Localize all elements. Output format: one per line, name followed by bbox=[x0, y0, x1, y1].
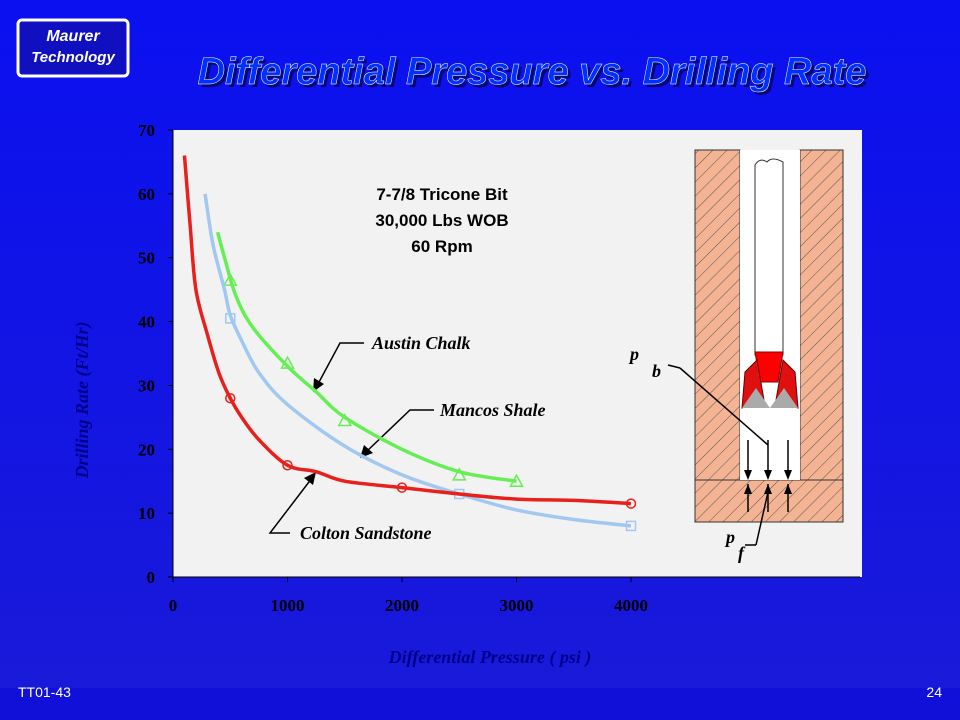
footer-bar bbox=[0, 688, 960, 720]
marker bbox=[282, 460, 293, 471]
series-line bbox=[203, 193, 632, 528]
footer-code: TT01-43 bbox=[18, 684, 71, 700]
marker bbox=[451, 467, 467, 481]
x-tick-label: 3000 bbox=[500, 596, 534, 615]
x-tick-label: 0 bbox=[169, 596, 178, 615]
marker bbox=[225, 392, 236, 404]
y-tick-label: 10 bbox=[138, 504, 155, 523]
diagram-label: p bbox=[724, 527, 735, 547]
x-tick-label: 1000 bbox=[271, 596, 305, 615]
y-tick-label: 0 bbox=[147, 568, 156, 587]
title-shadow: Differential Pressure vs. Drilling Rate bbox=[201, 54, 870, 96]
y-tick-label: 50 bbox=[138, 249, 155, 268]
logo: Maurer Technology bbox=[16, 18, 130, 78]
marker bbox=[625, 498, 637, 509]
marker bbox=[396, 482, 408, 493]
wellbore-diagram bbox=[667, 149, 844, 546]
marker bbox=[509, 473, 524, 487]
marker bbox=[222, 272, 238, 286]
y-tick-label: 40 bbox=[138, 313, 155, 332]
y-tick-label: 70 bbox=[138, 121, 155, 140]
diagram-label: p bbox=[628, 344, 639, 364]
series-label: Austin Chalk bbox=[371, 333, 471, 353]
logo-text: Maurer bbox=[46, 28, 100, 45]
annotation: 7-7/8 Tricone Bit bbox=[376, 185, 508, 204]
y-axis-title: Drilling Rate (Ft/Hr) bbox=[72, 321, 93, 479]
chart-title: Differential Pressure vs. Drilling Rate bbox=[198, 51, 867, 93]
series-label: Mancos Shale bbox=[439, 400, 546, 420]
x-tick-label: 2000 bbox=[385, 596, 419, 615]
marker bbox=[280, 355, 295, 369]
diagram-label: f bbox=[738, 543, 746, 563]
marker bbox=[225, 313, 236, 324]
annotation: 60 Rpm bbox=[411, 237, 472, 256]
page-number: 24 bbox=[926, 684, 942, 700]
y-tick-label: 30 bbox=[138, 376, 155, 395]
series-label: Colton Sandstone bbox=[300, 523, 432, 543]
series-line bbox=[182, 155, 632, 506]
y-tick-label: 20 bbox=[138, 440, 155, 459]
x-tick-label: 4000 bbox=[614, 596, 648, 615]
diagram-label: b bbox=[652, 361, 661, 381]
annotation: 30,000 Lbs WOB bbox=[375, 211, 508, 230]
series-line bbox=[215, 231, 517, 483]
marker bbox=[337, 412, 353, 427]
x-axis-title: Differential Pressure ( psi ) bbox=[388, 647, 592, 668]
marker bbox=[625, 520, 637, 532]
y-tick-label: 60 bbox=[138, 185, 155, 204]
logo-text: Technology bbox=[31, 49, 115, 66]
